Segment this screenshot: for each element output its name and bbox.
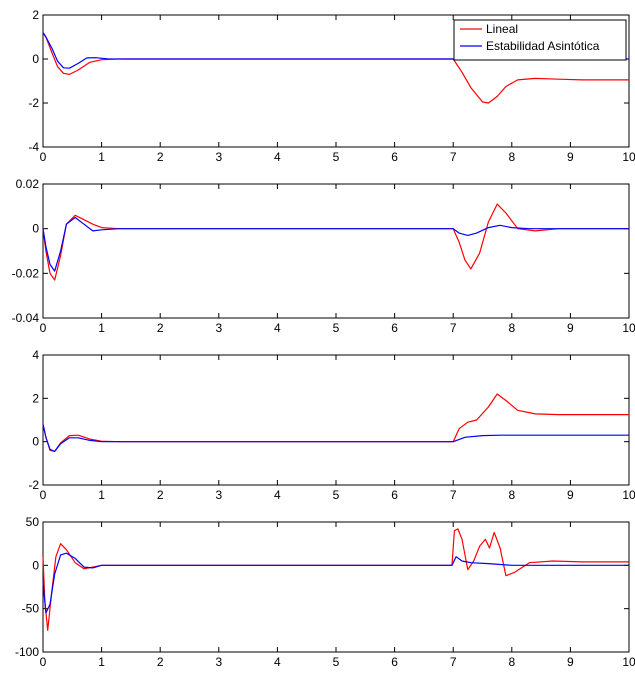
x-tick-label: 6 [391,488,398,502]
y-tick-label: 0.02 [16,177,40,191]
x-tick-label: 0 [40,321,47,335]
series-line-lineal [42,203,629,281]
series-line-estabilidad-asintotica [42,552,629,614]
x-tick-label: 10 [622,321,635,335]
x-tick-label: 6 [391,655,398,669]
x-tick-label: 0 [40,150,47,164]
y-tick-label: -2 [28,478,39,492]
x-tick-label: 9 [567,488,574,502]
x-tick-label: 4 [274,321,281,335]
x-tick-label: 4 [274,655,281,669]
x-tick-label: 7 [450,655,457,669]
series-line-lineal [42,393,629,452]
x-tick-label: 3 [215,488,222,502]
x-tick-label: 7 [450,321,457,335]
x-tick-label: 6 [391,321,398,335]
x-tick-label: 1 [98,488,105,502]
x-tick-label: 4 [274,150,281,164]
x-tick-label: 9 [567,321,574,335]
x-tick-label: 0 [40,488,47,502]
x-tick-label: 7 [450,488,457,502]
legend-label: Lineal [486,22,518,36]
series-line-estabilidad-asintotica [42,424,629,452]
y-tick-label: -4 [28,140,39,154]
y-tick-label: 0 [32,52,39,66]
y-tick-label: -0.02 [12,266,40,280]
y-tick-label: 0 [32,435,39,449]
plot-frame-2 [42,183,630,319]
y-tick-label: -0.04 [12,311,40,325]
y-tick-label: 50 [26,515,40,529]
series-line-estabilidad-asintotica [42,32,629,69]
plot-frame-3 [42,354,630,486]
x-tick-label: 1 [98,655,105,669]
x-tick-label: 8 [508,321,515,335]
y-tick-label: 4 [32,348,39,362]
x-tick-label: 8 [508,150,515,164]
series-line-estabilidad-asintotica [42,216,629,272]
y-tick-label: 0 [32,558,39,572]
y-tick-label: -2 [28,96,39,110]
x-tick-label: 10 [622,655,635,669]
y-tick-label: -50 [22,602,40,616]
x-tick-label: 5 [333,488,340,502]
x-tick-label: 8 [508,655,515,669]
x-tick-label: 0 [40,655,47,669]
x-tick-label: 10 [622,150,635,164]
x-tick-label: 1 [98,321,105,335]
x-tick-label: 2 [157,321,164,335]
x-tick-label: 3 [215,150,222,164]
y-tick-label: 0 [32,222,39,236]
x-tick-label: 2 [157,655,164,669]
x-tick-label: 6 [391,150,398,164]
x-tick-label: 5 [333,321,340,335]
legend-box [453,19,627,61]
legend-label: Estabilidad Asintótica [486,39,600,53]
x-tick-label: 2 [157,488,164,502]
x-tick-label: 3 [215,655,222,669]
x-tick-label: 9 [567,655,574,669]
series-line-lineal [42,32,629,104]
x-tick-label: 10 [622,488,635,502]
x-tick-label: 5 [333,655,340,669]
x-tick-label: 2 [157,150,164,164]
y-tick-label: -100 [15,645,39,659]
y-tick-label: 2 [32,391,39,405]
y-tick-label: 2 [32,8,39,22]
x-tick-label: 8 [508,488,515,502]
x-tick-label: 1 [98,150,105,164]
x-tick-label: 9 [567,150,574,164]
x-tick-label: 5 [333,150,340,164]
plot-frame-4 [42,521,630,653]
series-line-lineal [42,528,629,631]
x-tick-label: 3 [215,321,222,335]
x-tick-label: 7 [450,150,457,164]
x-tick-label: 4 [274,488,281,502]
